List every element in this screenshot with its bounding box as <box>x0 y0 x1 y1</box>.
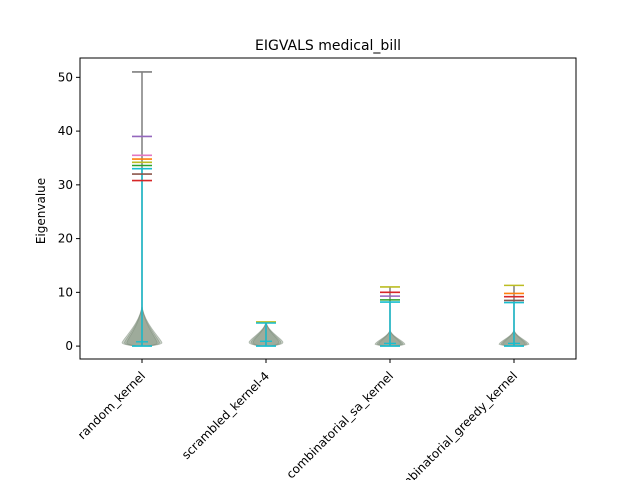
y-axis: 0 10 20 30 40 50 <box>58 70 80 353</box>
y-tick-label: 0 <box>65 339 73 353</box>
x-tick-label: combinatorial_greedy_kernel <box>388 369 520 480</box>
violin-group <box>248 321 284 347</box>
x-axis: random_kernel scrambled_kernel-4 combinato… <box>75 359 520 480</box>
plot-frame <box>79 57 577 360</box>
y-tick-label: 30 <box>58 178 73 192</box>
y-tick-label: 40 <box>58 124 73 138</box>
violin-group <box>498 284 530 347</box>
y-tick-label: 50 <box>58 70 73 84</box>
y-tick-label: 20 <box>58 232 73 246</box>
y-tick-label: 10 <box>58 285 73 299</box>
violin-group <box>374 286 406 347</box>
x-tick-label: combinatorial_sa_kernel <box>284 369 397 480</box>
plot-area <box>121 71 530 347</box>
x-tick-label: scrambled_kernel-4 <box>179 369 272 462</box>
x-tick-label: random_kernel <box>75 369 148 442</box>
y-axis-label: Eigenvalue <box>34 178 48 244</box>
chart-title: EIGVALS medical_bill <box>255 38 401 54</box>
violin-group <box>121 71 163 347</box>
